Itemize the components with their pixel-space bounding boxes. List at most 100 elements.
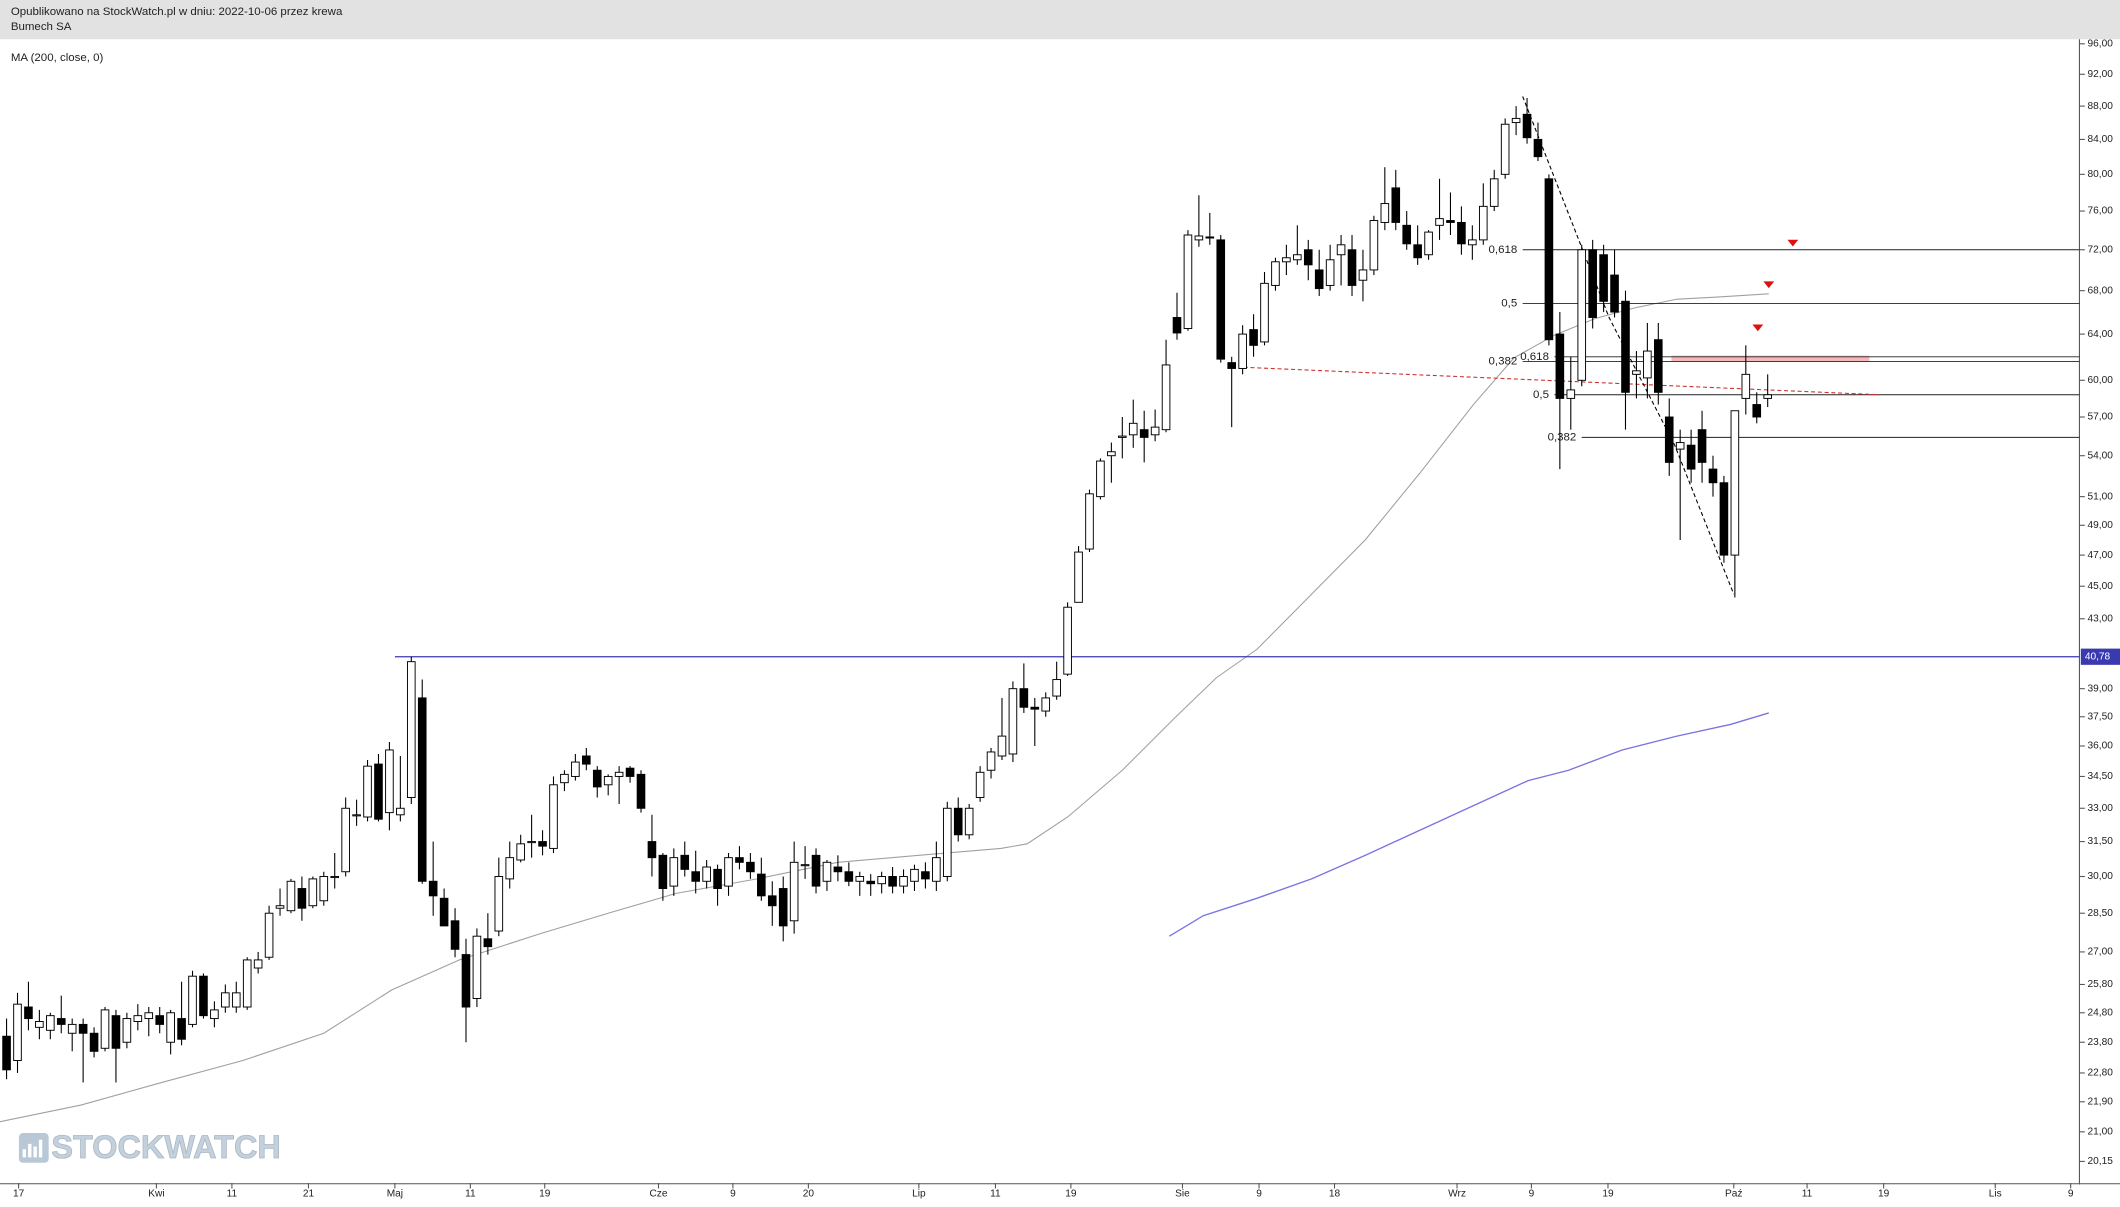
candle-body — [888, 876, 897, 887]
candle-body — [242, 959, 252, 1008]
candle-body — [1522, 113, 1532, 139]
fib-label: 0,382 — [1489, 355, 1518, 367]
candle-body — [549, 784, 558, 849]
y-tick-label: 80,00 — [2088, 169, 2114, 180]
candle-body — [899, 876, 908, 887]
candle-body — [953, 807, 963, 836]
candle-body — [680, 854, 690, 870]
candle-body — [1555, 333, 1565, 399]
y-tick-label: 39,00 — [2088, 683, 2114, 694]
y-tick-label: 64,00 — [2088, 329, 2114, 340]
candle-body — [1150, 426, 1160, 436]
candle-body — [855, 876, 865, 882]
candle-body — [625, 767, 635, 777]
candle-body — [1314, 269, 1324, 290]
candle-body — [822, 861, 832, 882]
watermark-icon-bars — [22, 1139, 43, 1158]
candle-body — [122, 1018, 132, 1043]
candle-body — [811, 854, 821, 887]
candle-body — [89, 1032, 99, 1052]
candle-body — [877, 876, 886, 885]
y-tick-label: 54,00 — [2088, 450, 2114, 461]
candle-body — [964, 807, 974, 836]
y-tick-label: 20,15 — [2088, 1156, 2114, 1167]
candle-body — [1205, 236, 1215, 239]
y-tick-label: 96,00 — [2088, 38, 2114, 49]
candle-body — [582, 755, 591, 765]
y-tick-label: 72,00 — [2088, 244, 2114, 255]
x-tick-label: 11 — [1802, 1189, 1813, 1200]
candle-body — [1303, 249, 1313, 266]
candle-body — [592, 769, 602, 788]
candle-body — [1074, 551, 1083, 603]
y-tick-label: 60,00 — [2088, 375, 2114, 386]
candle-body — [1107, 451, 1116, 457]
chart-subtitle: Bumech SA — [11, 21, 72, 33]
y-tick-label: 21,00 — [2088, 1127, 2114, 1138]
x-tick-label: 9 — [1529, 1189, 1535, 1200]
candle-body — [221, 992, 230, 1008]
candle-body — [997, 735, 1007, 757]
candle-body — [1544, 178, 1554, 341]
candle-body — [1041, 697, 1051, 712]
candle-body — [1161, 364, 1171, 431]
candle-body — [833, 866, 843, 873]
candle-body — [942, 807, 952, 877]
candle-body — [1063, 606, 1072, 675]
candle-body — [1325, 259, 1335, 286]
candle-body — [210, 1009, 219, 1020]
candle-body — [78, 1023, 88, 1034]
candle-body — [658, 854, 668, 890]
y-tick-label: 76,00 — [2088, 206, 2114, 217]
candle-body — [735, 857, 744, 863]
candle-body — [494, 876, 504, 932]
y-tick-label: 22,80 — [2088, 1068, 2114, 1079]
x-tick-label: 9 — [2068, 1189, 2074, 1200]
candle-body — [231, 992, 241, 1008]
candle-body — [1172, 317, 1182, 334]
candle-body — [1675, 442, 1685, 450]
candle-body — [1227, 362, 1236, 369]
chart-title: Opublikowano na StockWatch.pl w dniu: 20… — [11, 6, 343, 18]
candle-body — [1008, 688, 1018, 755]
candle-body — [450, 920, 460, 950]
candle-body — [24, 1006, 33, 1020]
candle-body — [691, 871, 701, 882]
candle-body — [1653, 339, 1663, 393]
candle-body — [571, 761, 580, 777]
candle-body — [1435, 218, 1444, 226]
watermark-text: STOCKWATCH — [51, 1129, 280, 1165]
candle-body — [297, 888, 307, 909]
y-tick-label: 88,00 — [2088, 101, 2114, 112]
candle-body — [396, 807, 405, 816]
candle-body — [1380, 203, 1390, 223]
candle-body — [1533, 138, 1543, 158]
candle-body — [1621, 300, 1630, 393]
y-tick-label: 47,00 — [2088, 550, 2114, 561]
fib-label: 0,618 — [1520, 351, 1549, 363]
candle-body — [264, 912, 274, 958]
candle-body — [757, 873, 766, 897]
candle-body — [319, 876, 329, 902]
candle-body — [1216, 239, 1226, 360]
y-tick-label: 28,50 — [2088, 908, 2114, 919]
candle-body — [1632, 370, 1641, 375]
candle-body — [1719, 482, 1729, 556]
candle-body — [1697, 429, 1707, 463]
candle-body — [614, 771, 624, 777]
candle-body — [669, 857, 679, 887]
candle-body — [1096, 460, 1105, 498]
candle-body — [1741, 373, 1751, 399]
candle-body — [1413, 244, 1422, 259]
y-tick-label: 36,00 — [2088, 741, 2114, 752]
candle-body — [1402, 224, 1412, 245]
y-tick-label: 84,00 — [2088, 134, 2114, 145]
candle-body — [100, 1009, 110, 1049]
y-tick-label: 49,00 — [2088, 520, 2114, 531]
candle-body — [1118, 435, 1127, 438]
candle-body — [1052, 679, 1061, 697]
candle-body — [275, 905, 285, 909]
candle-body — [406, 661, 416, 798]
x-tick-label: Wrz — [1448, 1189, 1466, 1200]
